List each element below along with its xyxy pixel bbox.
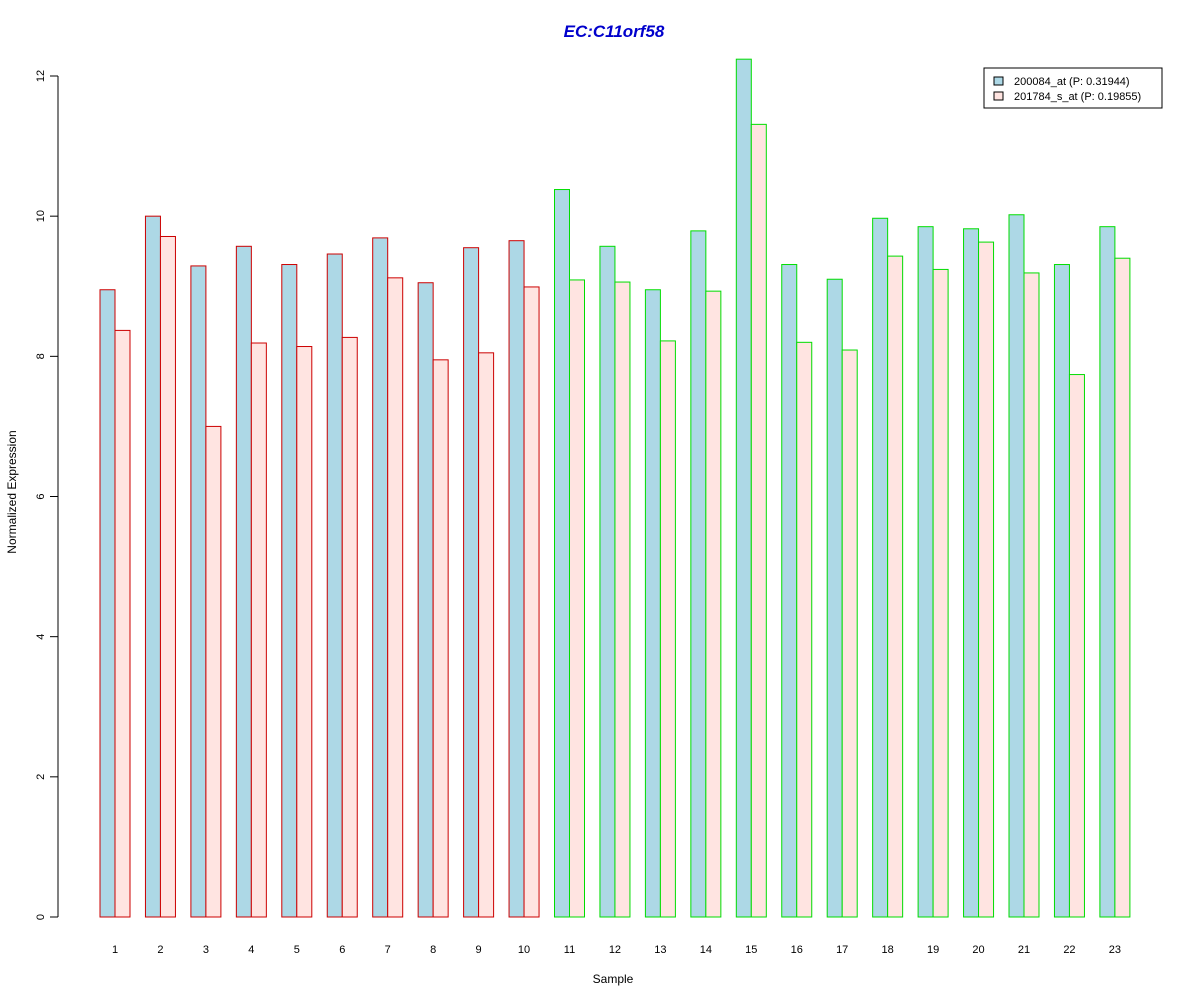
x-tick-labels: 1 2 3 4 5 6 7 8 9 10 11 12 13 14 15 16 17 18 19 20 21 22 23	[112, 944, 1121, 956]
x-tick-label: 2	[157, 944, 163, 956]
bar-series-2-sample-5	[296, 346, 313, 918]
x-axis-label: Sample	[593, 972, 634, 986]
bar-series-2-sample-2	[159, 235, 176, 918]
x-tick-label: 7	[385, 944, 391, 956]
x-tick-label: 13	[654, 944, 666, 956]
bar-series-2-sample-23	[1114, 257, 1131, 918]
bar-series-2-sample-21	[1023, 272, 1040, 918]
x-tick-label: 17	[836, 944, 848, 956]
bar-series-2-sample-8	[432, 359, 449, 918]
x-tick-label: 3	[203, 944, 209, 956]
x-tick-label: 4	[248, 944, 254, 956]
legend-swatch-series-2	[993, 91, 1004, 101]
y-tick-label: 12	[35, 70, 47, 82]
legend-label-series-1: 200084_at (P: 0.31944)	[1014, 76, 1130, 88]
x-tick-label: 14	[700, 944, 712, 956]
legend-box	[983, 67, 1163, 109]
bar-series-1-sample-16	[781, 264, 798, 918]
bar-series-1-sample-2	[144, 215, 161, 918]
x-tick-label: 16	[791, 944, 803, 956]
x-tick-label: 19	[927, 944, 939, 956]
bar-series-1-sample-8	[417, 282, 434, 918]
bar-series-2-sample-3	[205, 425, 222, 918]
bar-series-2-sample-14	[705, 290, 722, 918]
x-tick-label: 21	[1018, 944, 1030, 956]
bar-series-2-sample-13	[659, 340, 676, 918]
legend-label-series-2: 201784_s_at (P: 0.19855)	[1014, 91, 1141, 103]
bar-series-1-sample-18	[872, 217, 889, 918]
y-tick-label: 4	[35, 634, 47, 640]
bar-series-1-sample-12	[599, 245, 616, 918]
bar-series-2-sample-16	[796, 341, 813, 918]
bar-series-1-sample-1	[99, 289, 116, 918]
bar-series-1-sample-22	[1053, 264, 1070, 918]
bar-group	[99, 58, 1131, 918]
bar-series-1-sample-13	[644, 289, 661, 918]
x-tick-label: 18	[882, 944, 894, 956]
y-tick-label: 6	[35, 493, 47, 499]
y-tick-label: 10	[35, 210, 47, 222]
bar-series-1-sample-7	[372, 237, 389, 918]
bar-series-2-sample-10	[523, 286, 540, 918]
bar-series-1-sample-23	[1099, 226, 1116, 918]
bar-series-2-sample-15	[750, 123, 767, 918]
bar-series-1-sample-9	[463, 247, 480, 918]
x-tick-label: 9	[476, 944, 482, 956]
bar-series-1-sample-4	[235, 245, 252, 918]
x-tick-label: 15	[745, 944, 757, 956]
x-tick-label: 1	[112, 944, 118, 956]
bar-series-2-sample-19	[932, 268, 949, 918]
bar-series-1-sample-6	[326, 253, 343, 918]
bar-series-2-sample-1	[114, 329, 131, 918]
bar-series-2-sample-9	[478, 352, 495, 918]
bar-series-2-sample-11	[569, 279, 585, 918]
x-tick-label: 6	[339, 944, 345, 956]
x-tick-label: 11	[564, 944, 575, 956]
bar-series-1-sample-14	[690, 230, 707, 918]
bar-series-1-sample-19	[917, 226, 934, 918]
y-axis: 0 2 4 6 8 10 12	[35, 70, 59, 920]
bar-series-2-sample-22	[1068, 374, 1085, 918]
bar-series-1-sample-5	[281, 264, 298, 918]
x-tick-label: 12	[609, 944, 621, 956]
x-tick-label: 23	[1109, 944, 1121, 956]
x-tick-label: 10	[518, 944, 530, 956]
y-tick-label: 8	[35, 353, 47, 359]
x-tick-label: 22	[1063, 944, 1075, 956]
legend-swatch-series-1	[993, 76, 1004, 86]
x-tick-label: 8	[430, 944, 436, 956]
y-tick-label: 0	[35, 914, 47, 920]
chart-title: EC:C11orf58	[564, 22, 665, 41]
bar-series-1-sample-11	[554, 189, 570, 918]
bar-series-2-sample-4	[250, 342, 267, 918]
legend: 200084_at (P: 0.31944) 201784_s_at (P: 0…	[983, 67, 1163, 109]
bar-series-2-sample-18	[887, 255, 904, 918]
bar-series-1-sample-21	[1008, 214, 1025, 918]
bar-series-2-sample-17	[841, 349, 858, 918]
bar-series-1-sample-15	[735, 58, 752, 918]
bar-series-1-sample-20	[963, 228, 980, 918]
bar-series-2-sample-7	[387, 277, 404, 918]
bar-series-1-sample-10	[508, 240, 525, 918]
y-tick-label: 2	[35, 774, 47, 780]
x-tick-label: 5	[294, 944, 300, 956]
bar-series-1-sample-3	[190, 265, 207, 918]
y-axis-label: Normalized Expression	[5, 430, 19, 553]
bar-series-2-sample-12	[614, 281, 631, 918]
bar-series-2-sample-20	[978, 241, 995, 918]
bar-series-2-sample-6	[341, 336, 358, 918]
x-tick-label: 20	[972, 944, 984, 956]
bar-series-1-sample-17	[826, 278, 843, 918]
